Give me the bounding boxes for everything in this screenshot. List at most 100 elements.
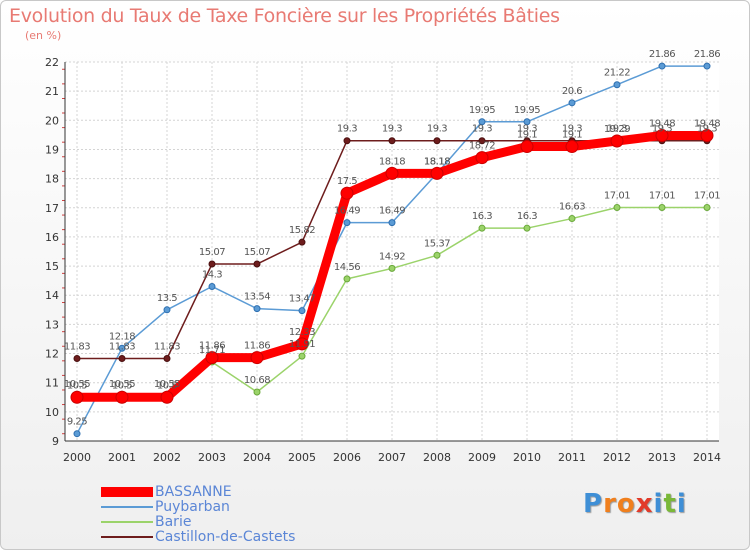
data-point-barie (658, 203, 666, 211)
y-tick-label: 14 (45, 289, 59, 302)
data-label-puybarban: 19.95 (469, 105, 495, 116)
data-point-bassanne (160, 390, 174, 404)
data-point-barie (298, 352, 306, 360)
data-point-barie (568, 215, 576, 223)
data-label-bassanne: 10.5 (67, 380, 87, 391)
data-point-puybarban (568, 99, 576, 107)
data-label-puybarban: 16.49 (334, 206, 360, 217)
data-point-bassanne (295, 337, 309, 351)
legend-label: BASSANNE (155, 484, 232, 500)
data-point-castillon-de-castets (388, 137, 396, 145)
y-tick-label: 18 (45, 173, 59, 186)
data-label-bassanne: 19.1 (517, 130, 537, 141)
brand-logo: Proxiti (583, 489, 687, 519)
data-label-bassanne: 10.5 (157, 380, 177, 391)
x-tick-label: 2010 (513, 451, 541, 464)
data-label-castillon-de-castets: 19.3 (427, 124, 447, 135)
data-label-bassanne: 17.5 (337, 176, 357, 187)
y-tick-label: 19 (45, 143, 59, 156)
data-label-barie: 15.37 (424, 238, 450, 249)
x-tick-label: 2014 (693, 451, 721, 464)
brand-letter: o (616, 489, 636, 519)
data-label-bassanne: 19.48 (694, 118, 720, 129)
legend-swatch (101, 506, 153, 508)
data-label-castillon-de-castets: 19.3 (382, 124, 402, 135)
brand-letter: x (635, 489, 654, 519)
data-label-bassanne: 19.29 (604, 124, 630, 135)
data-label-bassanne: 18.18 (424, 156, 450, 167)
y-tick-label: 10 (45, 406, 59, 419)
y-tick-label: 21 (45, 85, 59, 98)
x-tick-label: 2006 (333, 451, 361, 464)
data-point-puybarban (343, 219, 351, 227)
legend-label: Castillon-de-Castets (155, 529, 296, 545)
brand-letter: i (676, 489, 687, 519)
data-label-castillon-de-castets: 11.83 (64, 341, 90, 352)
data-point-castillon-de-castets (163, 354, 171, 362)
x-tick-label: 2001 (108, 451, 136, 464)
data-label-barie: 17.01 (694, 190, 720, 201)
data-label-barie: 16.3 (472, 211, 492, 222)
data-point-bassanne (700, 128, 714, 142)
data-label-castillon-de-castets: 19.3 (517, 124, 537, 135)
data-label-bassanne: 18.18 (379, 156, 405, 167)
data-point-bassanne (610, 134, 624, 148)
data-point-castillon-de-castets (73, 354, 81, 362)
data-label-castillon-de-castets: 19.3 (652, 124, 672, 135)
data-point-bassanne (565, 140, 579, 154)
data-label-barie: 14.56 (334, 262, 360, 273)
y-tick-label: 13 (45, 318, 59, 331)
chart-title: Evolution du Taux de Taxe Foncière sur l… (9, 5, 560, 27)
data-label-barie: 10.55 (109, 379, 135, 390)
x-tick-label: 2005 (288, 451, 316, 464)
data-label-puybarban: 21.86 (694, 49, 720, 60)
data-label-castillon-de-castets: 15.07 (199, 247, 225, 258)
data-label-castillon-de-castets: 19.3 (337, 124, 357, 135)
data-point-bassanne (385, 166, 399, 180)
data-point-barie (703, 203, 711, 211)
data-point-barie (433, 251, 441, 259)
data-point-puybarban (658, 62, 666, 70)
data-point-puybarban (703, 62, 711, 70)
data-point-bassanne (520, 140, 534, 154)
data-point-barie (343, 275, 351, 283)
legend-swatch (101, 487, 153, 497)
data-label-puybarban: 16.49 (379, 206, 405, 217)
y-tick-label: 11 (45, 377, 59, 390)
data-label-barie: 10.68 (244, 375, 270, 386)
data-point-puybarban (208, 282, 216, 290)
data-label-barie: 11.71 (199, 345, 225, 356)
y-tick-label: 12 (45, 348, 59, 361)
data-label-puybarban: 21.86 (649, 49, 675, 60)
data-point-puybarban (388, 219, 396, 227)
data-point-puybarban (298, 307, 306, 315)
data-label-castillon-de-castets: 11.83 (109, 341, 135, 352)
y-tick-label: 9 (52, 435, 59, 448)
x-tick-label: 2007 (378, 451, 406, 464)
data-label-puybarban: 13.5 (157, 293, 177, 304)
y-tick-label: 20 (45, 114, 59, 127)
data-label-bassanne: 18.72 (469, 141, 495, 152)
data-label-barie: 14.92 (379, 251, 405, 262)
y-tick-label: 17 (45, 202, 59, 215)
data-point-barie (253, 388, 261, 396)
data-point-barie (478, 224, 486, 232)
brand-letter: i (653, 489, 664, 519)
data-label-puybarban: 21.22 (604, 68, 630, 79)
data-point-bassanne (70, 390, 84, 404)
data-point-barie (613, 203, 621, 211)
data-label-barie: 11.91 (289, 339, 315, 350)
data-label-bassanne: 19.1 (562, 130, 582, 141)
data-point-bassanne (115, 390, 129, 404)
data-point-puybarban (163, 306, 171, 314)
legend-label: Barie (155, 514, 192, 530)
data-point-barie (388, 264, 396, 272)
x-tick-label: 2000 (63, 451, 91, 464)
brand-letter: t (663, 489, 677, 519)
data-point-castillon-de-castets (253, 260, 261, 268)
data-label-castillon-de-castets: 15.82 (289, 225, 315, 236)
data-label-castillon-de-castets: 19.3 (562, 124, 582, 135)
data-point-castillon-de-castets (208, 260, 216, 268)
data-point-barie (523, 224, 531, 232)
